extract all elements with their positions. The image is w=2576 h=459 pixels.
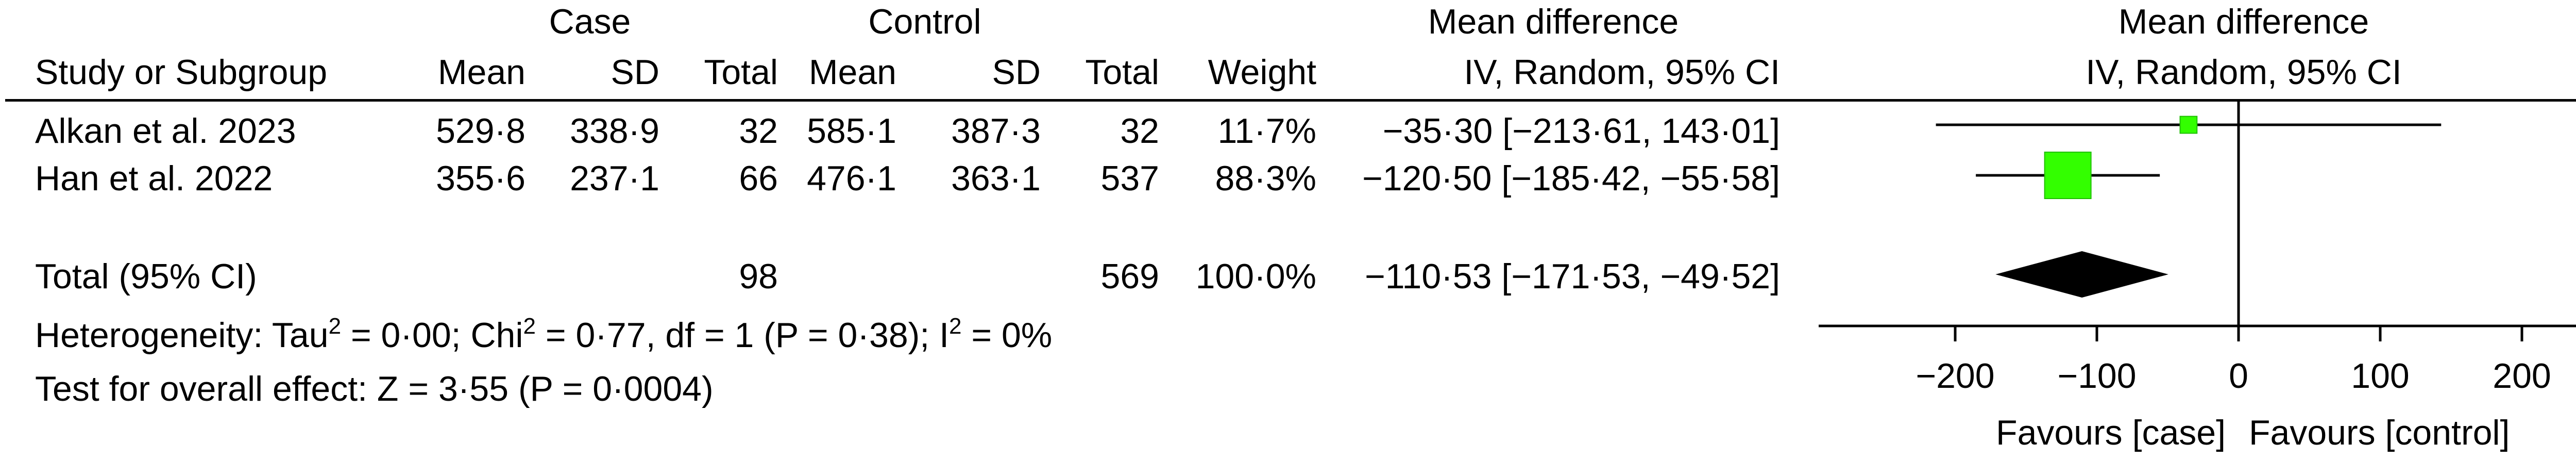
- control-sd-cell: 363·1: [951, 159, 1041, 198]
- case-total-cell: 32: [739, 111, 778, 151]
- x-tick-label: −100: [2057, 356, 2136, 396]
- case-sd-cell: 338·9: [570, 111, 659, 151]
- case-sd-cell: 237·1: [570, 159, 659, 198]
- case-mean-cell: 355·6: [436, 159, 526, 198]
- x-tick-label: 200: [2493, 356, 2551, 396]
- study-weight-square: [2179, 116, 2198, 134]
- control-mean-cell: 476·1: [807, 159, 896, 198]
- case-total-cell: 66: [739, 159, 778, 198]
- case-sd-header: SD: [611, 53, 659, 92]
- study-name: Alkan et al. 2023: [35, 111, 296, 151]
- header-divider: [5, 99, 2576, 102]
- weight-header: Weight: [1208, 53, 1316, 92]
- x-tick-label: −200: [1916, 356, 1994, 396]
- control-sd-cell: 387·3: [951, 111, 1041, 151]
- plot-header-title: Mean difference: [2118, 2, 2369, 41]
- control-sd-header: SD: [992, 53, 1041, 92]
- md-method-header: IV, Random, 95% CI: [1464, 53, 1780, 92]
- x-tick-label: 0: [2229, 356, 2248, 396]
- case-total-header: Total: [704, 53, 778, 92]
- total-ci-cell: −110·53 [−171·53, −49·52]: [1365, 257, 1780, 296]
- pooled-diamond: [1995, 251, 2168, 298]
- control-total-header: Total: [1085, 53, 1159, 92]
- ci-cell: −120·50 [−185·42, −55·58]: [1362, 159, 1780, 198]
- control-total-cell: 537: [1100, 159, 1159, 198]
- control-group-header: Control: [868, 2, 981, 41]
- heterogeneity-text: Heterogeneity: Tau2 = 0·00; Chi2 = 0·77,…: [35, 314, 1053, 355]
- total-row-label: Total (95% CI): [35, 257, 257, 296]
- total-weight-cell: 100·0%: [1195, 257, 1316, 296]
- ci-cell: −35·30 [−213·61, 143·01]: [1382, 111, 1780, 151]
- case-mean-header: Mean: [437, 53, 526, 92]
- weight-cell: 11·7%: [1217, 111, 1316, 151]
- favours-left-label: Favours [case]: [1996, 413, 2226, 452]
- plot-header-method: IV, Random, 95% CI: [2086, 53, 2402, 92]
- case-mean-cell: 529·8: [436, 111, 526, 151]
- study-name: Han et al. 2022: [35, 159, 273, 198]
- control-mean-header: Mean: [808, 53, 896, 92]
- x-tick-label: 100: [2351, 356, 2409, 396]
- overall-effect-text: Test for overall effect: Z = 3·55 (P = 0…: [35, 369, 714, 408]
- weight-cell: 88·3%: [1215, 159, 1316, 198]
- total-case-cell: 98: [739, 257, 778, 296]
- study-weight-square: [2044, 152, 2092, 199]
- total-control-cell: 569: [1100, 257, 1159, 296]
- control-mean-cell: 585·1: [807, 111, 896, 151]
- control-total-cell: 32: [1120, 111, 1159, 151]
- favours-right-label: Favours [control]: [2249, 413, 2510, 452]
- case-group-header: Case: [549, 2, 631, 41]
- md-header-title: Mean difference: [1428, 2, 1679, 41]
- study-column-header: Study or Subgroup: [35, 53, 328, 92]
